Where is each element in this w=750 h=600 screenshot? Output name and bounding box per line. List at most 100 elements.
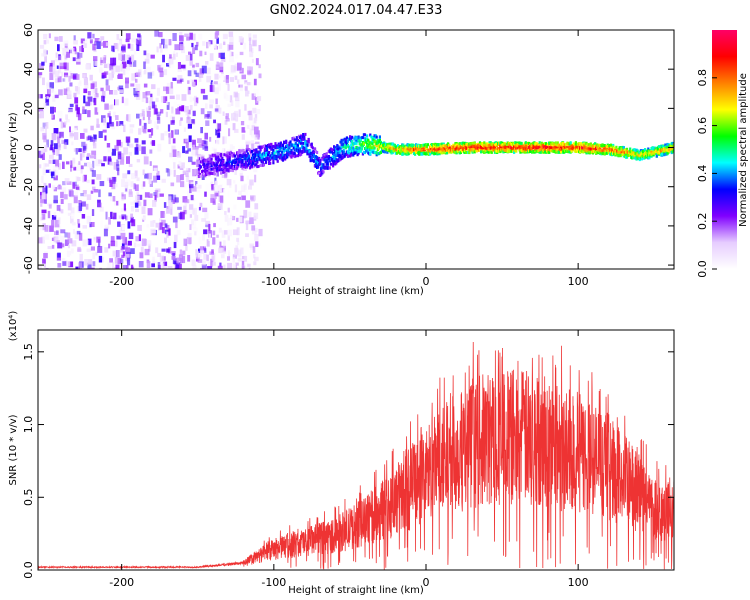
noise-cell (44, 225, 49, 232)
signal-cell (502, 150, 505, 154)
signal-cell (261, 160, 264, 163)
signal-cell (609, 145, 613, 149)
noise-cell (192, 66, 195, 73)
noise-cell (73, 92, 77, 98)
noise-cell (77, 246, 81, 252)
noise-cell (43, 49, 47, 57)
noise-cell (130, 83, 135, 87)
signal-cell (303, 135, 306, 139)
noise-cell (128, 264, 131, 268)
noise-cell (57, 217, 61, 225)
noise-cell (227, 256, 230, 261)
noise-cell (195, 149, 199, 156)
signal-cell (570, 149, 573, 153)
noise-cell (227, 250, 230, 255)
noise-cell (213, 184, 219, 193)
noise-cell (157, 262, 161, 269)
signal-cell (295, 147, 298, 151)
noise-cell (58, 163, 62, 170)
noise-cell (150, 93, 153, 98)
noise-cell (159, 43, 162, 49)
noise-cell (115, 115, 119, 121)
signal-cell (317, 165, 320, 168)
noise-cell (168, 200, 173, 209)
signal-cell (437, 145, 440, 148)
noise-cell (47, 210, 51, 219)
noise-cell (141, 206, 146, 215)
noise-cell (126, 156, 130, 164)
noise-cell (205, 61, 209, 65)
noise-cell (73, 40, 78, 45)
signal-cell (588, 147, 591, 151)
signal-cell (342, 150, 345, 154)
signal-cell (580, 144, 583, 148)
noise-cell (187, 86, 191, 95)
signal-cell (620, 150, 623, 154)
signal-cell (265, 147, 269, 150)
noise-cell (77, 219, 80, 224)
signal-cell (310, 144, 313, 148)
noise-cell (250, 245, 254, 250)
noise-cell (147, 240, 152, 246)
noise-cell (56, 205, 61, 211)
noise-cell (232, 146, 235, 150)
noise-cell (41, 192, 46, 200)
noise-cell (163, 96, 168, 103)
noise-cell (44, 163, 50, 167)
noise-cell (56, 230, 59, 235)
signal-cell (591, 151, 594, 155)
noise-cell (254, 159, 257, 167)
noise-cell (156, 114, 160, 120)
signal-cell (402, 143, 405, 147)
noise-cell (73, 195, 78, 204)
noise-cell (84, 259, 89, 266)
signal-cell (245, 164, 248, 168)
noise-cell (94, 59, 98, 66)
noise-cell (159, 71, 164, 77)
signal-cell (550, 146, 553, 150)
noise-cell (179, 162, 185, 169)
noise-cell (58, 225, 62, 233)
noise-cell (68, 261, 74, 268)
signal-cell (429, 145, 433, 148)
noise-cell (51, 219, 54, 228)
signal-cell (384, 150, 387, 154)
noise-cell (66, 107, 70, 112)
noise-cell (96, 174, 102, 180)
noise-cell (214, 73, 219, 80)
noise-cell (78, 161, 81, 165)
noise-cell (110, 240, 116, 247)
noise-cell (128, 163, 133, 167)
signal-cell (653, 148, 656, 152)
noise-cell (179, 35, 184, 42)
noise-cell (116, 201, 119, 206)
noise-cell (216, 61, 219, 67)
noise-cell (229, 42, 234, 46)
noise-cell (218, 107, 222, 114)
noise-cell (163, 213, 167, 218)
noise-cell (164, 43, 169, 52)
noise-cell (247, 90, 250, 94)
noise-cell (83, 88, 88, 94)
noise-cell (182, 170, 186, 175)
noise-cell (163, 265, 168, 269)
noise-cell (234, 247, 239, 256)
signal-cell (620, 148, 623, 152)
signal-cell (230, 164, 233, 168)
noise-cell (49, 62, 53, 67)
noise-cell (189, 105, 193, 111)
x-tick-label: 100 (568, 275, 589, 288)
noise-cell (164, 130, 168, 136)
noise-cell (111, 148, 116, 156)
noise-cell (64, 211, 69, 215)
noise-cell (118, 229, 121, 237)
noise-cell (66, 161, 70, 165)
noise-cell (93, 94, 99, 99)
noise-cell (105, 222, 109, 227)
signal-cell (352, 146, 355, 150)
noise-cell (171, 194, 177, 203)
signal-cell (304, 132, 307, 136)
noise-cell (127, 257, 131, 266)
noise-cell (98, 39, 103, 43)
snr-y-axis-label: SNR (10 * v/v) (8, 414, 19, 485)
